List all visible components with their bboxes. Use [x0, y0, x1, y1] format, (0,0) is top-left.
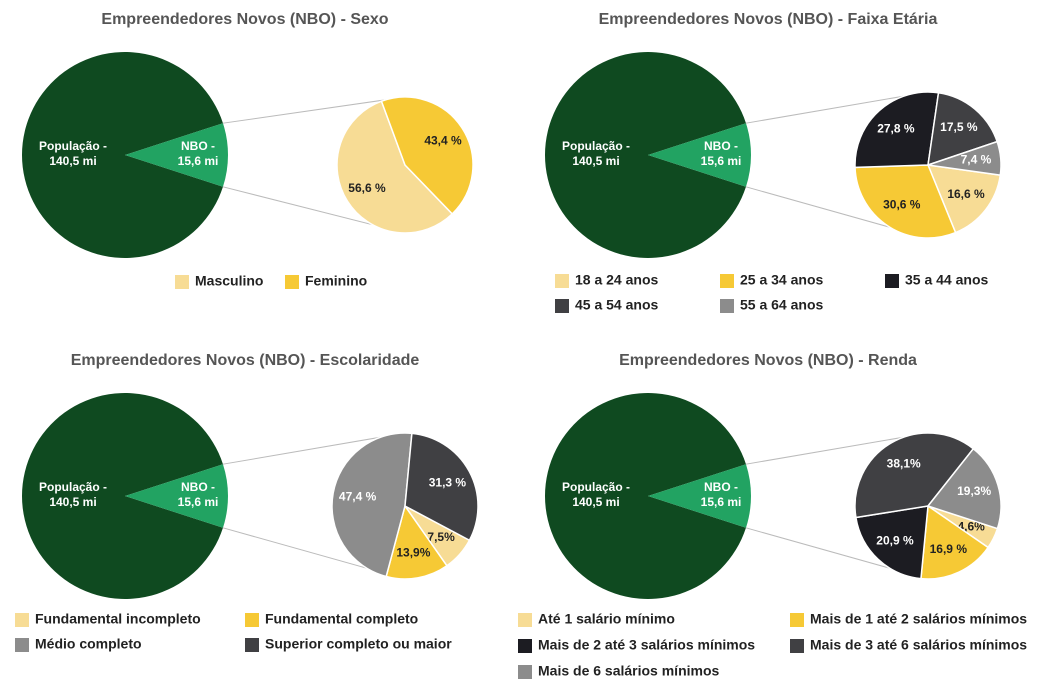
legend-label: 25 a 34 anos: [740, 272, 823, 288]
legend-label: Mais de 3 até 6 salários mínimos: [810, 637, 1027, 653]
value-label: 47,4 %: [339, 490, 377, 504]
slice: [855, 505, 929, 580]
slice: [927, 140, 1002, 177]
legend-label: Masculino: [195, 273, 263, 289]
slice: [336, 100, 454, 234]
connector: [222, 96, 406, 124]
legend-swatch: [720, 299, 734, 313]
main-label: População -: [562, 480, 630, 494]
panel: Empreendedores Novos (NBO) - Faixa Etári…: [545, 11, 1002, 313]
value-label: 27,8 %: [877, 121, 915, 135]
main-label: NBO -: [181, 480, 215, 494]
legend-swatch: [790, 639, 804, 653]
legend-label: Fundamental incompleto: [35, 611, 201, 627]
legend-swatch: [790, 613, 804, 627]
main-slice: [545, 52, 746, 258]
main-label: População -: [39, 480, 107, 494]
slice: [404, 432, 479, 542]
legend-label: Até 1 salário mínimo: [538, 611, 675, 627]
value-label: 7,4 %: [961, 153, 992, 167]
main-slice: [22, 52, 223, 258]
main-label: NBO -: [704, 139, 738, 153]
main-value-label: 15,6 mi: [701, 495, 742, 509]
legend-swatch: [245, 638, 259, 652]
slice: [380, 96, 474, 215]
legend-swatch: [15, 638, 29, 652]
main-label: População -: [39, 139, 107, 153]
legend-label: Mais de 1 até 2 salários mínimos: [810, 611, 1027, 627]
slice: [854, 432, 975, 519]
legend-label: Mais de 2 até 3 salários mínimos: [538, 637, 755, 653]
panel: Empreendedores Novos (NBO) - Renda Popula…: [518, 352, 1027, 679]
main-value-label: 15,6 mi: [701, 154, 742, 168]
legend-label: 55 a 64 anos: [740, 297, 823, 313]
slice: [926, 164, 1002, 234]
value-label: 7,5%: [427, 530, 455, 544]
legend-label: Superior completo ou maior: [265, 636, 452, 652]
legend-swatch: [885, 274, 899, 288]
legend-label: Fundamental completo: [265, 611, 418, 627]
main-value-label: 15,6 mi: [178, 154, 219, 168]
legend-swatch: [518, 613, 532, 627]
value-label: 31,3 %: [429, 475, 467, 489]
value-label: 20,9 %: [876, 533, 914, 547]
legend-label: 18 a 24 anos: [575, 272, 658, 288]
value-label: 17,5 %: [940, 120, 978, 134]
legend-swatch: [285, 275, 299, 289]
main-label: NBO -: [181, 139, 215, 153]
value-label: 38,1%: [887, 457, 921, 471]
chart-title: Empreendedores Novos (NBO) - Faixa Etári…: [599, 11, 938, 28]
legend-swatch: [720, 274, 734, 288]
main-slice: [125, 464, 228, 528]
main-label: População -: [562, 139, 630, 153]
value-label: 16,9 %: [930, 542, 968, 556]
legend-swatch: [175, 275, 189, 289]
value-label: 16,6 %: [947, 187, 985, 201]
slice: [854, 164, 957, 239]
main-slice: [22, 393, 223, 599]
value-label: 19,3%: [957, 484, 991, 498]
value-label: 43,4 %: [424, 133, 462, 147]
slice: [926, 447, 1002, 530]
legend-label: Mais de 6 salários mínimos: [538, 663, 720, 679]
legend-label: Feminino: [305, 273, 367, 289]
main-value-label: 140,5 mi: [572, 154, 619, 168]
main-value-label: 140,5 mi: [49, 495, 96, 509]
value-label: 30,6 %: [883, 198, 921, 212]
chart-title: Empreendedores Novos (NBO) - Sexo: [101, 11, 388, 28]
legend-swatch: [555, 299, 569, 313]
panel: Empreendedores Novos (NBO) - Sexo Populaç…: [22, 11, 474, 289]
main-slice: [125, 123, 228, 187]
legend-label: Médio completo: [35, 636, 142, 652]
main-label: NBO -: [704, 480, 738, 494]
legend-swatch: [518, 639, 532, 653]
chart-title: Empreendedores Novos (NBO) - Escolaridad…: [71, 352, 420, 369]
legend-swatch: [555, 274, 569, 288]
connector: [745, 91, 929, 124]
connector: [222, 432, 406, 465]
legend-swatch: [245, 613, 259, 627]
main-slice: [648, 123, 751, 187]
legend-label: 35 a 44 anos: [905, 272, 988, 288]
slice: [920, 504, 990, 580]
slice: [385, 504, 448, 580]
panel: Empreendedores Novos (NBO) - Escolaridad…: [15, 352, 479, 652]
main-slice: [545, 393, 746, 599]
legend-swatch: [518, 665, 532, 679]
connector: [745, 432, 929, 465]
main-value-label: 15,6 mi: [178, 495, 219, 509]
value-label: 13,9%: [396, 546, 430, 560]
main-value-label: 140,5 mi: [49, 154, 96, 168]
legend-swatch: [15, 613, 29, 627]
value-label: 56,6 %: [348, 181, 386, 195]
legend-label: 45 a 54 anos: [575, 297, 658, 313]
slice: [854, 91, 940, 169]
main-value-label: 140,5 mi: [572, 495, 619, 509]
slice: [331, 432, 413, 578]
main-slice: [648, 464, 751, 528]
chart-title: Empreendedores Novos (NBO) - Renda: [619, 352, 917, 369]
